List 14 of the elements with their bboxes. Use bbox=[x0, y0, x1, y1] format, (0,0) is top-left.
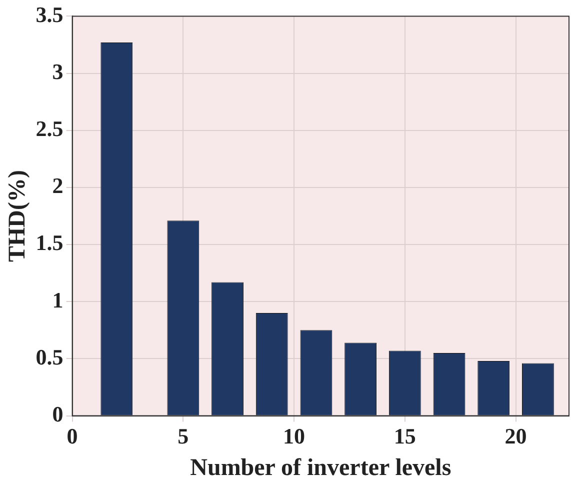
y-tick-label: 2.5 bbox=[36, 116, 64, 142]
y-tick-label: 3.5 bbox=[36, 2, 64, 27]
x-axis-title: Number of inverter levels bbox=[190, 454, 452, 481]
y-tick-label: 3 bbox=[52, 58, 64, 84]
x-tick-label: 10 bbox=[283, 424, 306, 449]
y-tick-label: 1.5 bbox=[36, 230, 64, 256]
y-axis-title: THD(%) bbox=[4, 170, 31, 262]
y-tick-label: 1 bbox=[52, 287, 64, 312]
x-tick-label: 20 bbox=[504, 424, 527, 449]
y-tick-label: 0.5 bbox=[36, 344, 64, 370]
x-tick-label: 15 bbox=[394, 424, 416, 449]
y-tick-label: 2 bbox=[52, 173, 64, 198]
y-tick-label: 0 bbox=[52, 401, 64, 426]
x-tick-label: 5 bbox=[178, 424, 189, 449]
